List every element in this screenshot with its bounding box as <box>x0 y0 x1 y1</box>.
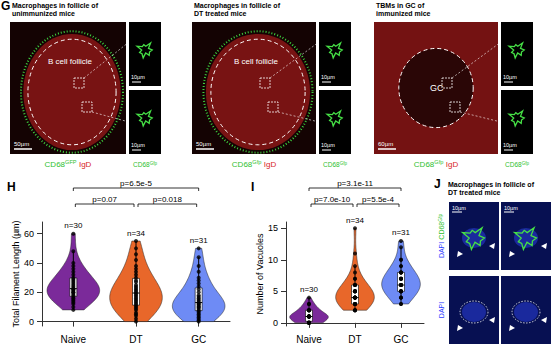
svg-text:DAPICD68Gfp: DAPICD68Gfp <box>438 214 445 259</box>
svg-text:DT: DT <box>348 334 361 345</box>
svg-text:60µm: 60µm <box>378 141 393 147</box>
svg-text:GC: GC <box>430 83 444 93</box>
svg-text:Macrophages in follicle of: Macrophages in follicle of <box>448 181 535 189</box>
svg-text:n=30: n=30 <box>64 221 83 230</box>
svg-text:10µm: 10µm <box>504 205 518 211</box>
svg-text:10µm: 10µm <box>503 142 517 148</box>
svg-text:n=34: n=34 <box>127 229 146 238</box>
svg-text:DT treated mice: DT treated mice <box>194 10 247 17</box>
svg-text:p=0.018: p=0.018 <box>153 195 183 204</box>
svg-text:10µm: 10µm <box>131 74 145 80</box>
svg-text:10µm: 10µm <box>503 74 517 80</box>
svg-text:DT: DT <box>129 334 142 345</box>
svg-text:CD68GfpIgD: CD68GfpIgD <box>232 159 277 169</box>
svg-text:10µm: 10µm <box>131 142 145 148</box>
svg-text:J: J <box>434 177 441 191</box>
svg-text:Macrophages in follicle of: Macrophages in follicle of <box>12 2 99 10</box>
svg-text:CD68GfpIgD: CD68GfpIgD <box>414 159 459 169</box>
svg-text:I: I <box>251 180 254 194</box>
svg-text:5: 5 <box>273 286 278 296</box>
svg-text:DT treated mice: DT treated mice <box>448 189 501 196</box>
svg-text:n=34: n=34 <box>346 216 365 225</box>
svg-text:Macrophages in follicle of: Macrophages in follicle of <box>194 2 281 10</box>
svg-text:50µm: 50µm <box>14 141 29 147</box>
svg-text:CD68Gfp: CD68Gfp <box>323 161 347 168</box>
svg-text:15: 15 <box>268 223 278 233</box>
svg-text:immunized mice: immunized mice <box>376 10 431 17</box>
svg-text:40: 40 <box>24 258 34 268</box>
svg-text:TBMs in GC of: TBMs in GC of <box>376 2 425 9</box>
svg-text:DAPI: DAPI <box>438 302 445 318</box>
svg-text:p=0.07: p=0.07 <box>92 195 117 204</box>
svg-text:CD68Gfp: CD68Gfp <box>505 161 529 168</box>
svg-text:G: G <box>1 0 10 13</box>
svg-text:Total Filament Length (µm): Total Filament Length (µm) <box>11 220 21 327</box>
svg-text:10µm: 10µm <box>452 205 466 211</box>
svg-text:B cell follicle: B cell follicle <box>48 57 93 66</box>
svg-text:CD68Gfp: CD68Gfp <box>133 161 157 168</box>
svg-text:B cell follicle: B cell follicle <box>234 57 279 66</box>
svg-text:GC: GC <box>394 334 409 345</box>
svg-text:0: 0 <box>273 318 278 328</box>
svg-text:p=3.1e-11: p=3.1e-11 <box>337 179 373 188</box>
svg-text:60: 60 <box>24 229 34 239</box>
svg-text:20: 20 <box>24 287 34 297</box>
svg-text:n=31: n=31 <box>392 228 411 237</box>
svg-text:n=30: n=30 <box>300 285 319 294</box>
svg-text:10µm: 10µm <box>321 74 335 80</box>
svg-text:50µm: 50µm <box>196 141 211 147</box>
svg-text:Number of Vacuoles: Number of Vacuoles <box>255 233 265 314</box>
svg-text:10µm: 10µm <box>321 142 335 148</box>
svg-text:H: H <box>7 180 16 194</box>
svg-text:GC: GC <box>191 334 206 345</box>
svg-text:p=5.5e-4: p=5.5e-4 <box>362 195 394 204</box>
svg-text:n=31: n=31 <box>190 236 209 245</box>
svg-text:Naive: Naive <box>61 334 87 345</box>
svg-text:10: 10 <box>268 255 278 265</box>
svg-text:Naive: Naive <box>296 334 322 345</box>
svg-text:0: 0 <box>29 317 34 327</box>
svg-text:p=6.5e-5: p=6.5e-5 <box>120 179 152 188</box>
svg-text:unimmunized mice: unimmunized mice <box>12 10 75 17</box>
svg-text:p=7.0e-10: p=7.0e-10 <box>314 195 351 204</box>
svg-text:CD68GFPIgD: CD68GFPIgD <box>45 159 92 169</box>
